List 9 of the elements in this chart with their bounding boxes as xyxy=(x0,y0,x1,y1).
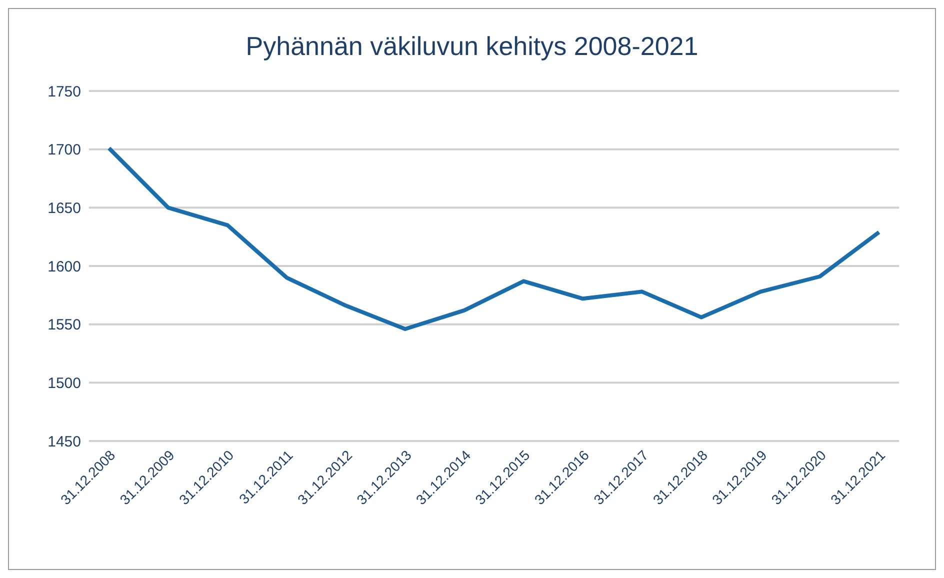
y-tick-label: 1750 xyxy=(48,83,81,100)
y-tick-label: 1550 xyxy=(48,316,81,334)
y-tick-label: 1450 xyxy=(48,433,81,450)
y-tick-label: 1600 xyxy=(48,258,81,276)
chart-title: Pyhännän väkiluvun kehitys 2008-2021 xyxy=(244,30,700,63)
line-series xyxy=(107,146,881,331)
y-tick-label: 1700 xyxy=(48,142,81,159)
y-tick-label: 1500 xyxy=(48,374,81,392)
y-tick-label: 1650 xyxy=(48,200,81,217)
